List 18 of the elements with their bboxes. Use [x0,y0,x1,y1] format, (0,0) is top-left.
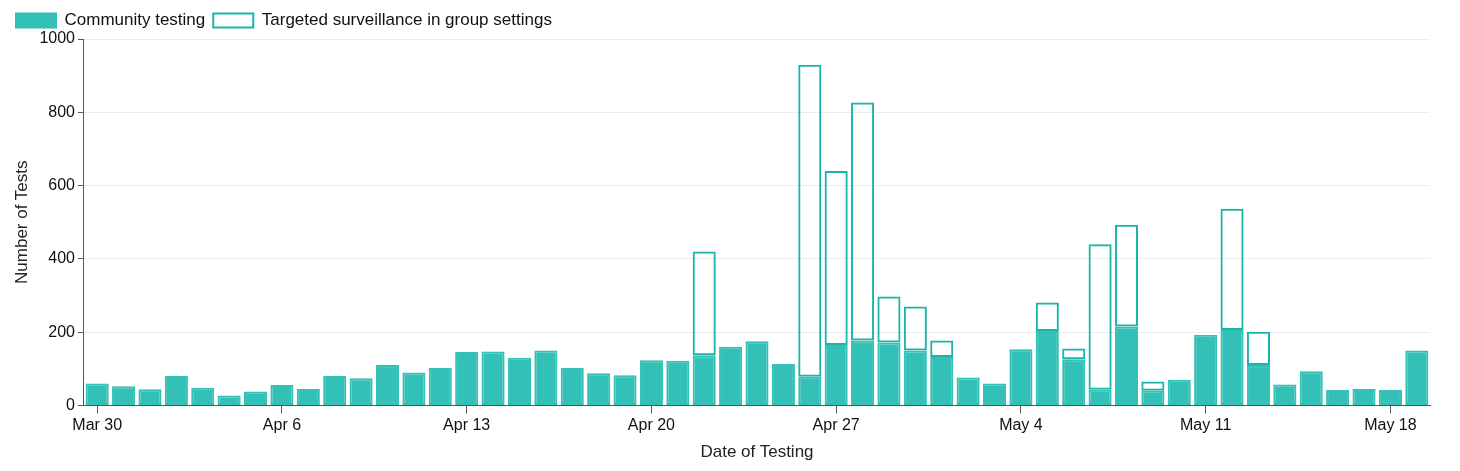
y-tick-label: 800 [48,102,76,120]
x-tick-label: May 18 [1364,416,1417,434]
y-tick-label: 600 [48,175,76,193]
y-axis-title: Number of Tests [11,160,31,284]
y-tick-label: 0 [66,395,76,413]
y-tick-label: 1000 [39,29,76,47]
x-tick-label: May 11 [1180,416,1232,434]
x-tick-label: Apr 20 [627,416,676,434]
x-axis-title: Date of Testing [700,442,814,462]
y-tick-label: 200 [48,322,76,340]
y-tick-label: 400 [48,249,76,267]
x-tick-label: Mar 30 [72,416,123,434]
legend-label: Community testing [64,10,206,30]
x-tick-label: Apr 27 [812,416,860,434]
x-tick-label: May 4 [999,416,1043,434]
legend-label: Targeted surveillance in group settings [261,10,552,30]
x-tick-label: Apr 6 [262,416,302,434]
x-tick-label: Apr 13 [443,416,491,434]
